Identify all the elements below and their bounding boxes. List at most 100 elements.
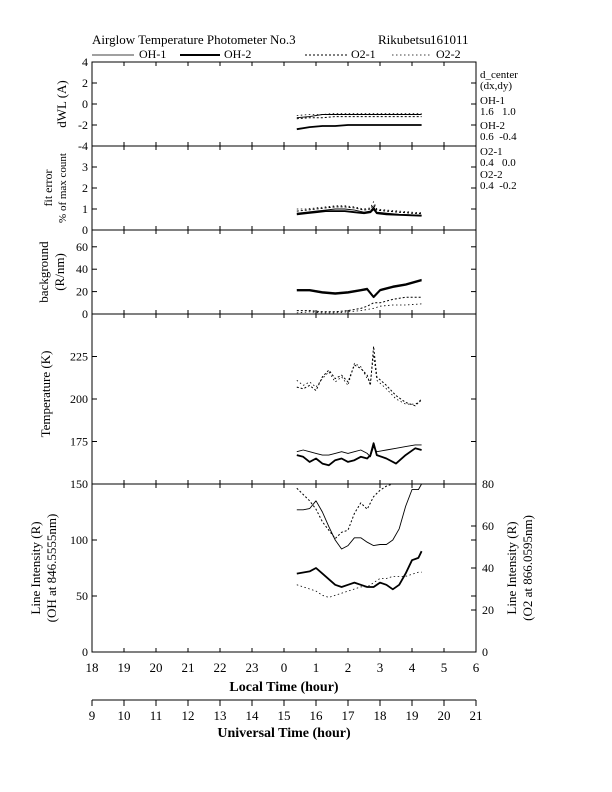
fit-series-oh2 [296, 208, 422, 217]
intensity-right-ytick-label: 60 [482, 519, 494, 533]
fit-ytick-label: 0 [82, 223, 88, 237]
background-ylabel-line1: background [36, 241, 51, 303]
intensity-left-ylabel-line2: (OH at 846.5555nm) [44, 514, 59, 623]
ut-tick-label: 13 [214, 708, 227, 723]
dwl-ylabel: dWL (A) [54, 80, 69, 128]
local-time-tick-label: 2 [345, 660, 352, 675]
intensity-panel-frame [91, 483, 477, 653]
intensity-right-ytick-label: 0 [482, 645, 488, 659]
d-center-name-o22: O2-2 [480, 169, 503, 181]
fit-ylabel-line2: % of max count [57, 153, 69, 223]
ut-tick-label: 19 [406, 708, 419, 723]
dwl-series-o21 [296, 116, 422, 120]
temperature-panel-frame [91, 313, 477, 485]
dwl-series-o22 [296, 113, 422, 116]
d-center-subtitle: (dx,dy) [480, 80, 512, 92]
dwl-ytick-label: 0 [82, 97, 88, 111]
d-center-note: d_center (dx,dy) OH-1 1.6 1.0 OH-2 0.6 -… [480, 69, 518, 192]
universal-time-axis-label: Universal Time (hour) [217, 726, 351, 741]
temperature-series-o21 [296, 345, 422, 407]
ut-tick-label: 14 [246, 708, 260, 723]
legend: OH-1 OH-2 O2-1 O2-2 [92, 47, 461, 61]
local-time-tick-label: 0 [281, 660, 288, 675]
local-time-tick-label: 3 [377, 660, 384, 675]
dwl-ytick-label: -2 [78, 118, 88, 132]
intensity-right-ytick-label: 40 [482, 561, 494, 575]
temperature-ytick-label: 225 [70, 350, 88, 364]
local-time-tick-label: 19 [118, 660, 131, 675]
background-panel-frame [91, 229, 477, 315]
fit-ylabel-line1: fit error [41, 170, 55, 207]
fit-series-oh1 [296, 206, 422, 216]
dwl-panel-frame [91, 61, 477, 147]
figure-title: Airglow Temperature Photometer No.3 [92, 32, 296, 47]
local-time-axis-label: Local Time (hour) [229, 680, 338, 695]
temperature-ytick-label: 200 [70, 392, 88, 406]
background-ytick-label: 60 [76, 240, 88, 254]
local-time-tick-label: 20 [150, 660, 163, 675]
intensity-right-ylabel-line1: Line Intensity (R) [504, 521, 519, 614]
background-ytick-label: 0 [82, 307, 88, 321]
legend-label-oh1: OH-1 [139, 47, 166, 61]
local-time-tick-label: 4 [409, 660, 416, 675]
d-center-value-oh1: 1.6 1.0 [480, 106, 516, 118]
local-time-tick-label: 1 [313, 660, 320, 675]
local-time-tick-label: 5 [441, 660, 448, 675]
ut-tick-label: 15 [278, 708, 291, 723]
intensity-series-oh1 [296, 483, 422, 550]
ut-tick-label: 11 [150, 708, 163, 723]
intensity-right-ylabel-line2: (O2 at 866.0595nm) [520, 515, 535, 621]
intensity-ytick-label: 50 [76, 589, 88, 603]
dwl-ytick-label: 2 [82, 76, 88, 90]
background-ylabel-line2: (R/nm) [52, 253, 67, 291]
temperature-series-oh1 [296, 444, 422, 458]
station-name: Rikubetsu [378, 32, 431, 47]
background-series-oh1 [296, 278, 422, 297]
d-center-name-o21: O2-1 [480, 146, 503, 158]
fit-ytick-label: 2 [82, 181, 88, 195]
ut-tick-label: 21 [470, 708, 483, 723]
ut-tick-label: 12 [182, 708, 195, 723]
fit-ytick-label: 3 [82, 160, 88, 174]
intensity-ytick-label: 0 [82, 645, 88, 659]
fit-ytick-label: 1 [82, 202, 88, 216]
intensity-series-o22 [296, 571, 422, 598]
observation-date: 161011 [430, 32, 469, 47]
intensity-series-o21 [296, 483, 422, 540]
background-ytick-label: 20 [76, 285, 88, 299]
temperature-series-o22 [296, 354, 422, 405]
intensity-right-ytick-label: 80 [482, 477, 494, 491]
local-time-tick-label: 22 [214, 660, 227, 675]
temperature-ytick-label: 175 [70, 435, 88, 449]
d-center-name-oh1: OH-1 [480, 95, 505, 107]
dwl-series-oh2 [296, 124, 422, 131]
temperature-series-oh2 [296, 442, 422, 467]
background-ytick-label: 40 [76, 262, 88, 276]
d-center-title: d_center [480, 69, 518, 81]
intensity-right-ytick-label: 20 [482, 603, 494, 617]
fit-panel-frame [91, 145, 477, 231]
dwl-series-oh1 [296, 114, 422, 119]
d-center-name-oh2: OH-2 [480, 120, 505, 132]
legend-label-o22: O2-2 [436, 47, 461, 61]
chart-marks: 420-2-4321060402002252001751501005008060… [70, 55, 494, 723]
ut-tick-label: 16 [310, 708, 324, 723]
background-series-oh2 [296, 279, 422, 299]
d-center-value-o21: 0.4 0.0 [480, 157, 516, 169]
intensity-ytick-label: 150 [70, 477, 88, 491]
background-series-o21 [296, 296, 422, 313]
legend-label-o21: O2-1 [351, 47, 376, 61]
local-time-tick-label: 23 [246, 660, 259, 675]
local-time-tick-label: 6 [473, 660, 480, 675]
ut-tick-label: 20 [438, 708, 451, 723]
d-center-value-o22: 0.4 -0.2 [480, 180, 517, 192]
ut-tick-label: 9 [89, 708, 96, 723]
local-time-tick-label: 21 [182, 660, 195, 675]
ut-tick-label: 18 [374, 708, 387, 723]
local-time-tick-label: 18 [86, 660, 99, 675]
dwl-ytick-label: -4 [78, 139, 88, 153]
legend-label-oh2: OH-2 [224, 47, 251, 61]
intensity-left-ylabel-line1: Line Intensity (R) [28, 521, 43, 614]
intensity-series-oh2 [296, 550, 423, 591]
